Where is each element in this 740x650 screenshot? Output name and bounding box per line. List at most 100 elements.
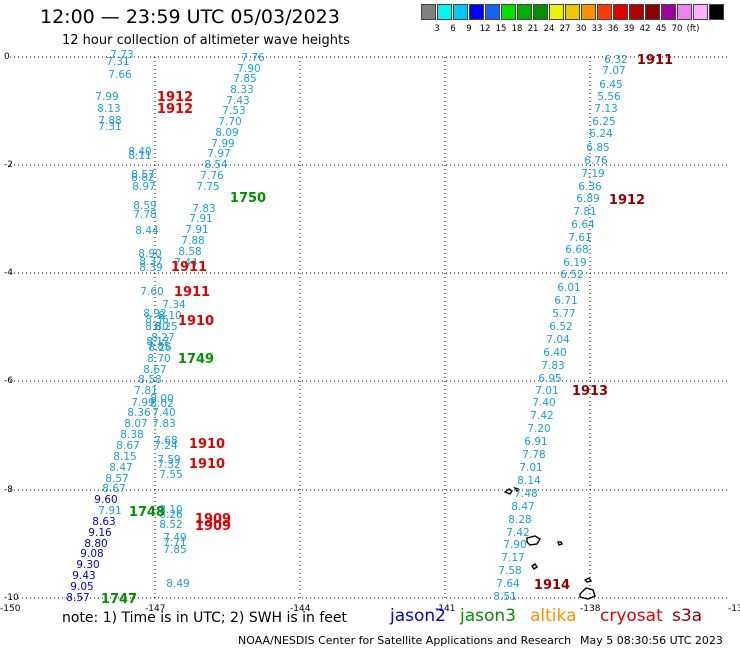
color-scale-cell xyxy=(453,4,468,20)
legend-item-cryosat: cryosat xyxy=(600,606,663,626)
wave-height-value: 8.90 xyxy=(138,248,161,260)
wave-height-value: 7.99 xyxy=(211,138,234,150)
color-scale-cell xyxy=(693,4,708,20)
wave-height-value: 8.57 xyxy=(66,592,89,604)
pass-time-label: 1911 xyxy=(171,260,207,275)
wave-height-value: 7.13 xyxy=(594,103,617,115)
wave-height-value: 7.68 xyxy=(154,435,177,447)
color-scale-label: 39 xyxy=(623,24,635,34)
island-outline xyxy=(503,488,513,495)
color-scale-label: 6 xyxy=(450,24,456,34)
pass-time-label: 1911 xyxy=(637,53,673,68)
wave-height-value: 7.61 xyxy=(568,232,591,244)
wave-height-value: 7.34 xyxy=(162,299,186,311)
wave-height-value: 7.81 xyxy=(573,206,596,218)
wave-height-value: 7.81 xyxy=(134,385,157,397)
legend-item-jason2: jason2 xyxy=(390,606,446,626)
color-scale-cell xyxy=(661,4,676,20)
wave-height-value: 7.44 xyxy=(174,257,198,269)
pass-time-label: 1910 xyxy=(189,437,225,452)
wave-height-value: 8.10 xyxy=(158,310,181,322)
wave-height-value: 9.08 xyxy=(80,548,103,560)
wave-height-value: 7.20 xyxy=(527,423,550,435)
wave-height-value: 7.17 xyxy=(501,552,524,564)
wave-height-value: 8.00 xyxy=(150,393,173,405)
color-scale-cell xyxy=(597,4,612,20)
wave-height-value: 8.33 xyxy=(230,84,253,96)
legend-item-altika: altika xyxy=(530,606,577,626)
wave-height-value: 6.52 xyxy=(560,269,583,281)
color-scale-label: 42 xyxy=(639,24,651,34)
wave-height-value: 7.01 xyxy=(519,462,542,474)
pass-time-label: 1912 xyxy=(157,102,193,117)
wave-height-value: 7.55 xyxy=(159,469,182,481)
wave-height-value: 7.76 xyxy=(200,170,224,182)
color-scale-label: 18 xyxy=(511,24,523,34)
island-outline xyxy=(557,541,563,546)
wave-height-value: 7.32 xyxy=(157,459,180,471)
color-scale-cell xyxy=(677,4,692,20)
wave-height-value: 8.58 xyxy=(178,246,201,258)
wave-height-value: 7.97 xyxy=(207,148,230,160)
footnote: note: 1) Time is in UTC; 2) SWH is in fe… xyxy=(62,610,348,626)
wave-height-value: 7.70 xyxy=(218,116,241,128)
color-scale-cell xyxy=(517,4,532,20)
wave-height-value: 8.11 xyxy=(128,150,151,162)
wave-height-value: 7.48 xyxy=(514,488,537,500)
wave-height-value: 6.76 xyxy=(584,155,608,167)
color-scale-cell xyxy=(565,4,580,20)
color-scale-cell xyxy=(437,4,452,20)
wave-height-value: 8.80 xyxy=(84,538,107,550)
wave-height-value: 9.60 xyxy=(94,494,117,506)
wave-height-value: 8.10 xyxy=(159,504,182,516)
color-scale-label: 12 xyxy=(479,24,491,34)
wave-height-value: 8.80 xyxy=(145,321,168,333)
wave-height-value: 8.38 xyxy=(120,429,143,441)
wave-height-value: 5.56 xyxy=(597,91,621,103)
wave-height-value: 7.91 xyxy=(98,505,121,517)
wave-height-value: 7.40 xyxy=(532,397,555,409)
wave-height-value: 7.40 xyxy=(152,407,175,419)
color-scale-label: 70 xyxy=(671,24,683,34)
color-scale-cell xyxy=(645,4,660,20)
wave-height-value: 8.67 xyxy=(116,440,139,452)
color-scale-cell xyxy=(421,4,436,20)
lon-label: -147 xyxy=(145,604,165,614)
wave-height-value: 8.54 xyxy=(204,159,228,171)
wave-height-value: 7.85 xyxy=(163,544,186,556)
wave-height-value: 8.14 xyxy=(517,475,541,487)
lat-label: -6 xyxy=(4,376,13,386)
wave-height-value: 8.09 xyxy=(215,127,238,139)
color-scale-label: 3 xyxy=(434,24,440,34)
credit-line: NOAA/NESDIS Center for Satellite Applica… xyxy=(238,634,572,647)
color-scale-label: (ft) xyxy=(686,24,700,34)
wave-height-value: 7.85 xyxy=(233,73,256,85)
pass-time-label: 1911 xyxy=(174,285,210,300)
wave-height-value: 9.43 xyxy=(72,570,95,582)
wave-height-value: 7.64 xyxy=(496,578,520,590)
wave-height-value: 6.68 xyxy=(565,244,588,256)
wave-height-value: 8.49 xyxy=(166,578,189,590)
wave-height-value: 8.57 xyxy=(131,169,154,181)
wave-height-value: 8.97 xyxy=(132,181,155,193)
island-outline xyxy=(531,563,538,570)
wave-height-value: 8.47 xyxy=(511,501,534,513)
wave-height-value: 9.05 xyxy=(70,581,93,593)
wave-height-value: 7.60 xyxy=(140,286,163,298)
wave-height-value: 8.44 xyxy=(135,225,159,237)
wave-height-value: 7.07 xyxy=(602,65,625,77)
wave-height-value: 7.43 xyxy=(226,95,249,107)
color-scale-label: 33 xyxy=(591,24,603,34)
wave-height-value: 6.01 xyxy=(557,282,580,294)
lat-label: 0 xyxy=(4,52,10,62)
wave-height-value: 6.91 xyxy=(524,436,547,448)
wave-height-value: 7.53 xyxy=(222,105,245,117)
wave-height-value: 7.59 xyxy=(157,454,180,466)
pass-time-label: 1912 xyxy=(609,193,645,208)
lon-label: -138 xyxy=(580,604,601,614)
wave-height-value: 7.91 xyxy=(189,213,212,225)
wave-height-value: 6.85 xyxy=(586,142,609,154)
wave-height-value: 7.42 xyxy=(530,410,553,422)
wave-height-value: 6.32 xyxy=(604,54,627,66)
lat-label: -10 xyxy=(4,593,19,603)
